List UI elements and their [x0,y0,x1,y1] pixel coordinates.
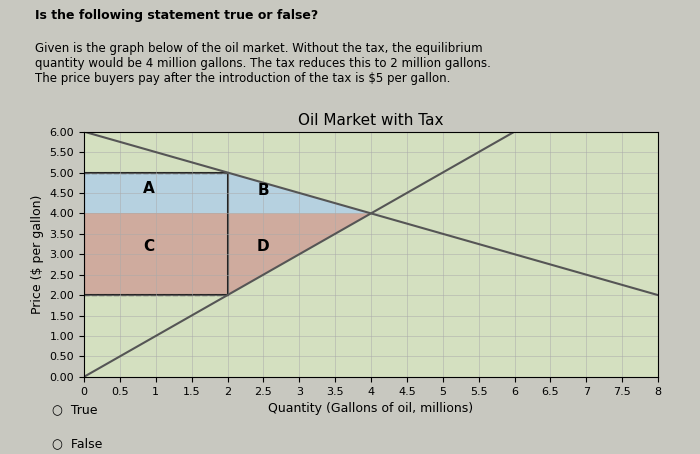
Polygon shape [84,213,228,295]
Y-axis label: Price ($ per gallon): Price ($ per gallon) [31,195,44,314]
Text: Given is the graph below of the oil market. Without the tax, the equilibrium
qua: Given is the graph below of the oil mark… [35,42,491,85]
Text: A: A [143,181,155,197]
Text: C: C [143,238,154,254]
Title: Oil Market with Tax: Oil Market with Tax [298,113,444,128]
Polygon shape [228,173,371,213]
Text: ○  True: ○ True [52,403,98,416]
X-axis label: Quantity (Gallons of oil, millions): Quantity (Gallons of oil, millions) [268,402,474,415]
Text: B: B [258,183,270,198]
Text: D: D [257,238,270,254]
Text: ○  False: ○ False [52,437,103,450]
Polygon shape [84,173,228,213]
Polygon shape [228,213,371,295]
Text: Is the following statement true or false?: Is the following statement true or false… [35,9,318,22]
